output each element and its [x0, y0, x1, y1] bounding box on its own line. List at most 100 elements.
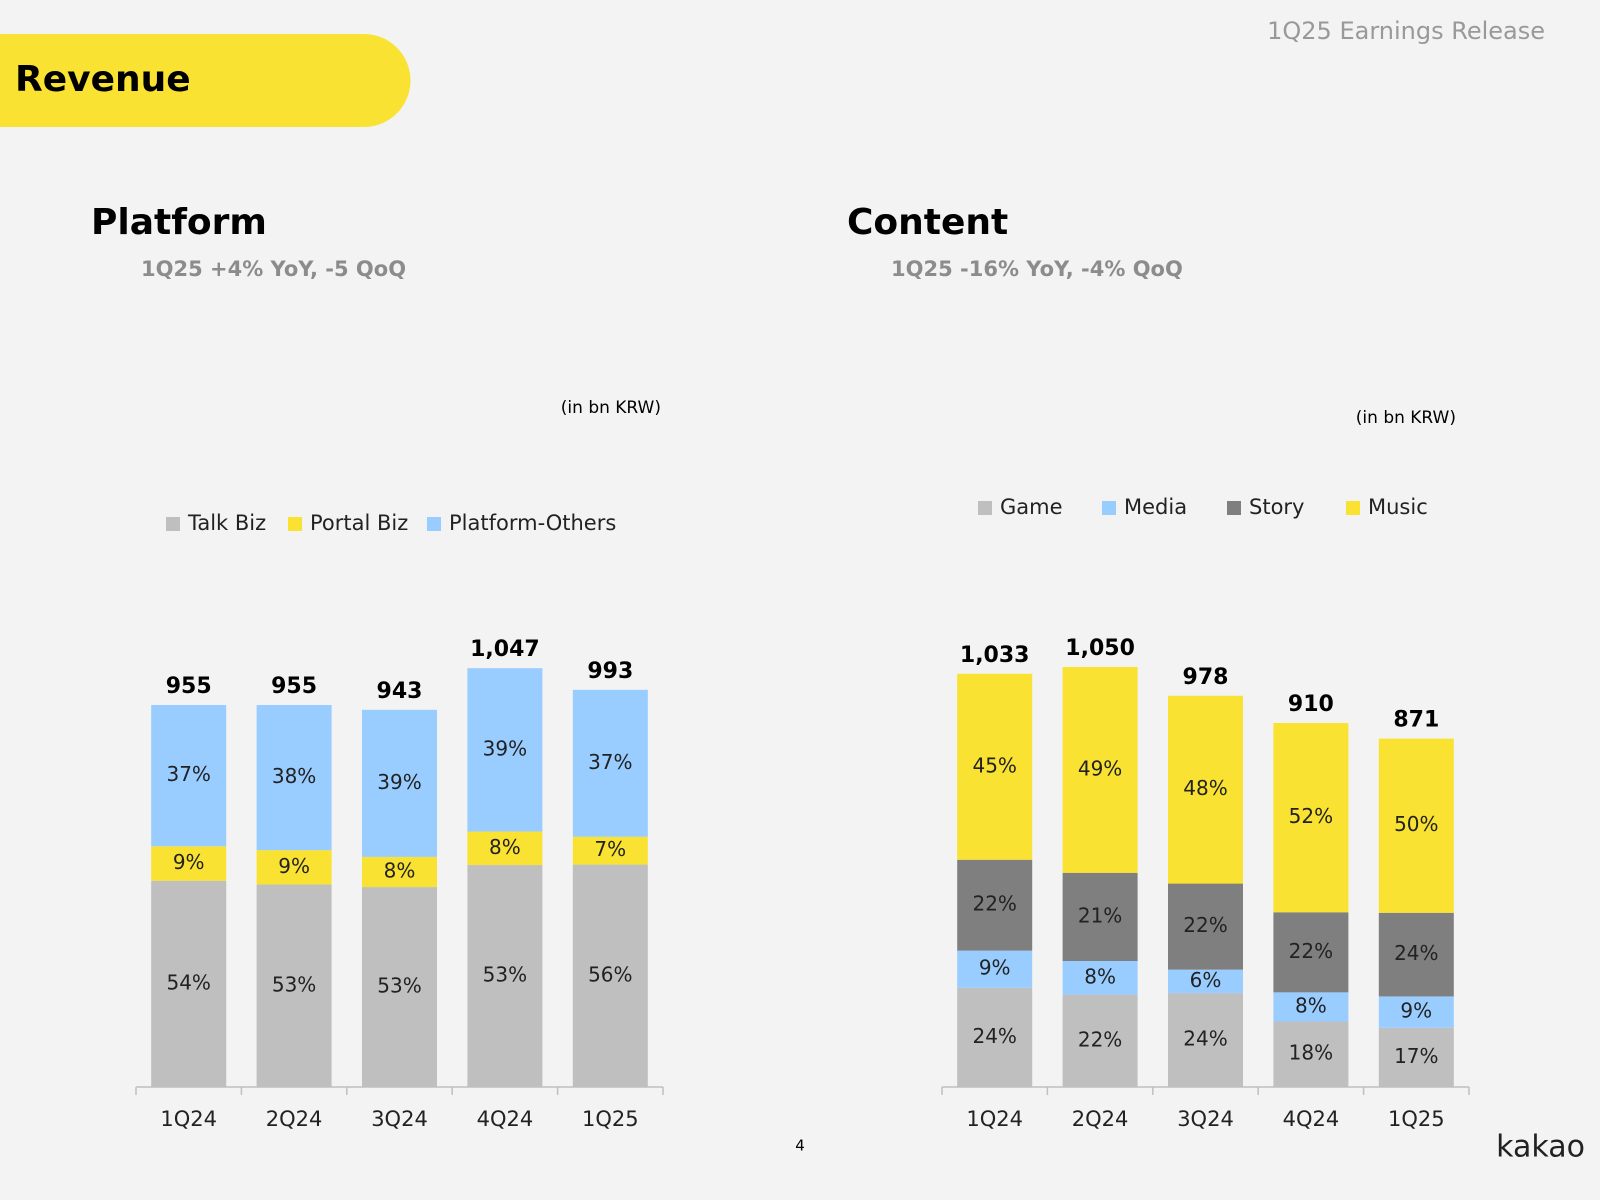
total-label: 1,033	[960, 643, 1030, 668]
bar-segment	[957, 950, 1033, 988]
x-tick-label: 3Q24	[1177, 1107, 1234, 1131]
segment-label: 24%	[1183, 1027, 1227, 1051]
segment-label: 8%	[1295, 993, 1327, 1017]
segment-label: 24%	[972, 1024, 1016, 1048]
legend-swatch	[1227, 501, 1241, 515]
total-label: 1,050	[1065, 636, 1135, 661]
bar-segment	[572, 689, 648, 837]
segment-label: 38%	[272, 764, 316, 788]
segment-label: 53%	[377, 974, 421, 998]
x-tick-label: 4Q24	[1283, 1107, 1340, 1131]
x-tick-label: 1Q24	[966, 1107, 1023, 1131]
chart-subtitle: 1Q25 -16% YoY, -4% QoQ	[891, 257, 1183, 281]
chart-title: Platform	[91, 202, 267, 243]
header-band	[0, 34, 411, 127]
segment-label: 39%	[377, 770, 421, 794]
x-tick-label: 4Q24	[477, 1107, 534, 1131]
legend-label: Game	[1000, 495, 1063, 519]
segment-label: 22%	[1078, 1027, 1122, 1051]
segment-label: 8%	[384, 858, 416, 882]
x-tick-label: 1Q24	[160, 1107, 217, 1131]
bar-segment	[1168, 695, 1243, 884]
bar-segment	[1378, 912, 1454, 997]
segment-label: 37%	[588, 750, 632, 774]
bar-segment	[467, 668, 543, 832]
segment-label: 6%	[1190, 968, 1222, 992]
segment-label: 9%	[278, 854, 310, 878]
legend-label: Music	[1368, 495, 1428, 519]
segment-label: 49%	[1078, 756, 1122, 780]
total-label: 871	[1393, 708, 1439, 733]
legend-label: Story	[1249, 495, 1304, 519]
bar-segment	[1168, 883, 1243, 970]
segment-label: 39%	[483, 736, 527, 760]
segment-label: 50%	[1394, 812, 1438, 836]
bar-segment	[957, 987, 1033, 1087]
legend-swatch	[166, 517, 180, 531]
segment-label: 8%	[489, 835, 521, 859]
bar-segment	[957, 859, 1033, 951]
x-tick-label: 3Q24	[371, 1107, 428, 1131]
bar-segment	[256, 705, 332, 851]
bar-segment	[467, 865, 543, 1087]
bar-segment	[362, 887, 437, 1087]
legend-label: Talk Biz	[187, 511, 266, 535]
total-label: 943	[377, 679, 423, 704]
unit-note: (in bn KRW)	[1356, 408, 1456, 428]
bar-segment	[362, 856, 437, 888]
bar-segment	[1273, 723, 1349, 913]
bar-segment	[467, 831, 543, 866]
segment-label: 56%	[588, 962, 632, 986]
x-tick-label: 2Q24	[266, 1107, 323, 1131]
chart-title: Content	[847, 202, 1008, 243]
release-label: 1Q25 Earnings Release	[1267, 17, 1545, 45]
segment-label: 48%	[1183, 776, 1227, 800]
segment-label: 45%	[972, 753, 1016, 777]
segment-label: 22%	[1289, 939, 1333, 963]
segment-label: 18%	[1289, 1041, 1333, 1065]
bar-segment	[151, 880, 227, 1087]
bar-segment	[1378, 738, 1454, 913]
segment-label: 24%	[1394, 941, 1438, 965]
segment-label: 9%	[173, 850, 205, 874]
total-label: 978	[1183, 665, 1229, 690]
bar-segment	[1062, 667, 1138, 873]
bar-segment	[256, 884, 332, 1087]
legend-label: Portal Biz	[310, 511, 408, 535]
segment-label: 9%	[979, 956, 1011, 980]
segment-label: 52%	[1289, 804, 1333, 828]
bar-segment	[151, 705, 227, 847]
total-label: 910	[1288, 692, 1334, 717]
segment-label: 54%	[166, 970, 210, 994]
bar-segment	[957, 673, 1033, 860]
bar-segment	[1062, 872, 1138, 961]
bar-segment	[362, 709, 437, 857]
legend-swatch	[978, 501, 992, 515]
segment-label: 21%	[1078, 903, 1122, 927]
chart-subtitle: 1Q25 +4% YoY, -5 QoQ	[141, 257, 406, 281]
bar-segment	[1378, 1027, 1454, 1087]
bar-segment	[572, 836, 648, 865]
brand: kakao	[1496, 1130, 1585, 1165]
bar-segment	[1168, 993, 1243, 1087]
bar-segment	[1062, 961, 1138, 995]
legend-swatch	[1346, 501, 1360, 515]
total-label: 955	[166, 674, 212, 699]
bar-segment	[256, 850, 332, 885]
bar-segment	[1168, 969, 1243, 994]
segment-label: 9%	[1400, 999, 1432, 1023]
segment-label: 53%	[483, 963, 527, 987]
legend-swatch	[1102, 501, 1116, 515]
bar-segment	[1273, 992, 1349, 1022]
segment-label: 37%	[166, 762, 210, 786]
total-label: 993	[587, 659, 633, 684]
bar-segment	[151, 846, 227, 881]
header-title: Revenue	[15, 59, 191, 100]
x-tick-label: 2Q24	[1072, 1107, 1129, 1131]
legend-label: Media	[1124, 495, 1187, 519]
bar-segment	[572, 864, 648, 1087]
segment-label: 22%	[972, 892, 1016, 916]
total-label: 1,047	[470, 637, 540, 662]
